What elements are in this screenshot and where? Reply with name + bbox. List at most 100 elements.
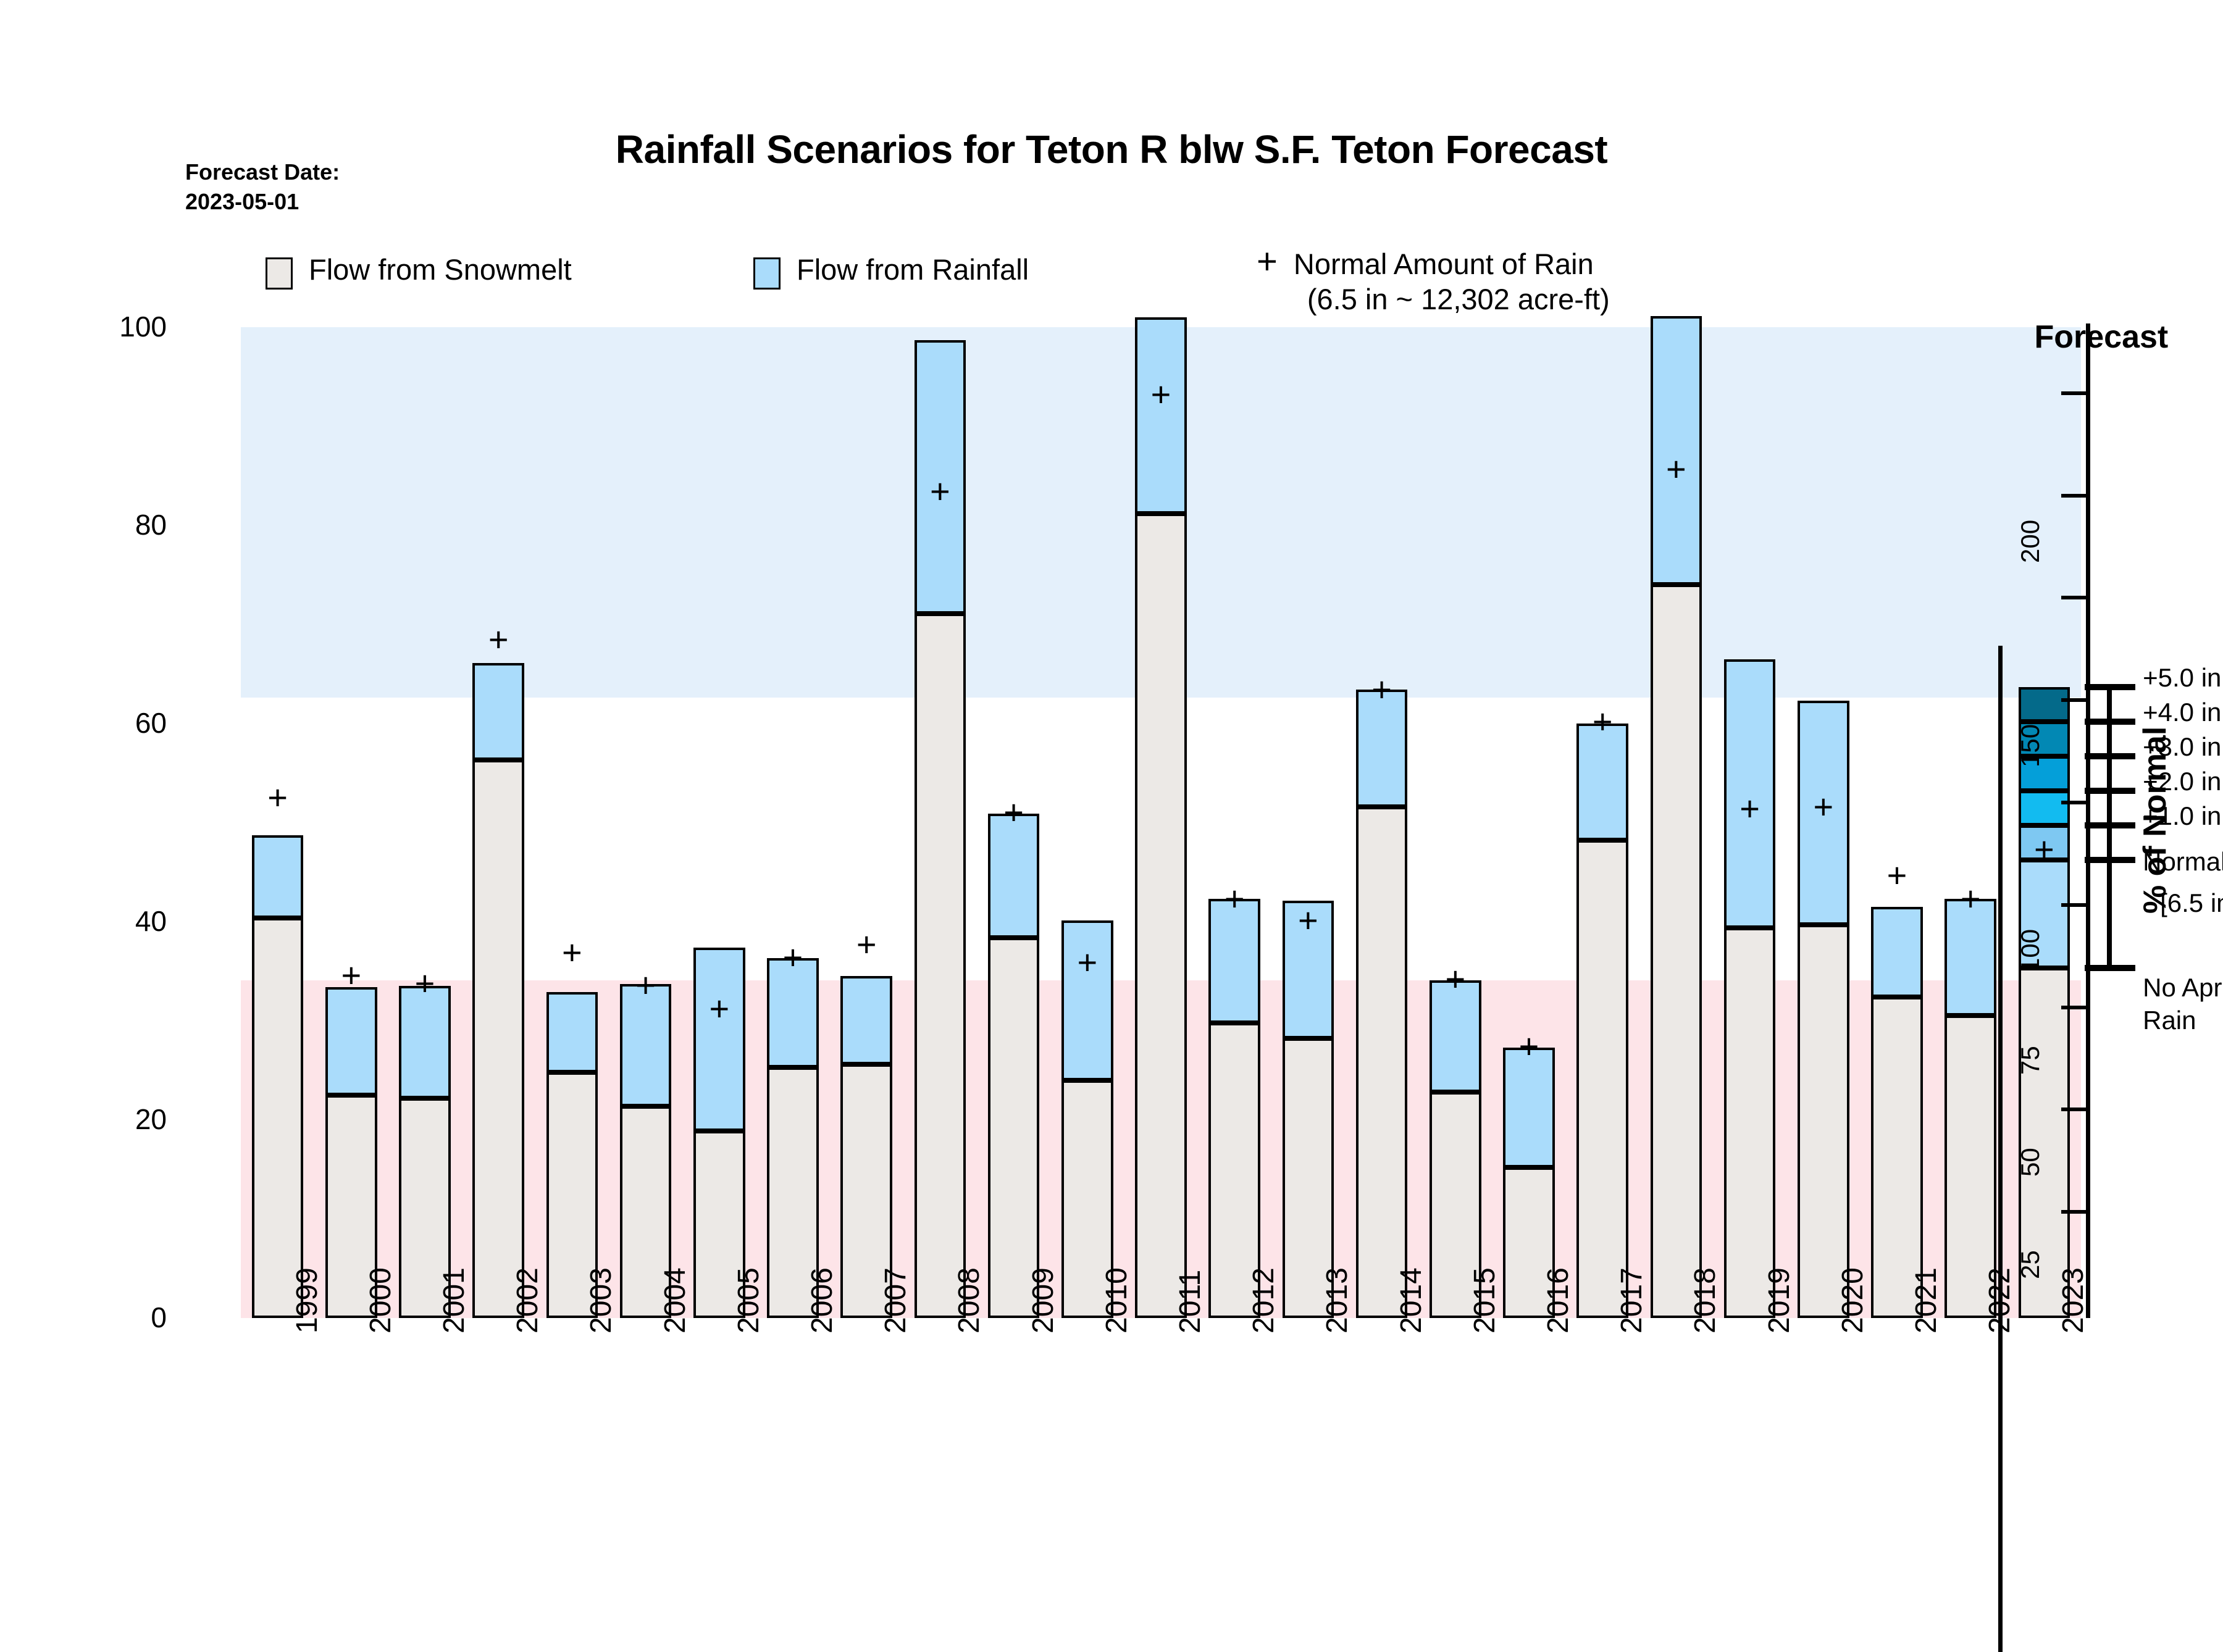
x-axis-label-2023: 2023 bbox=[2057, 1267, 2090, 1333]
normal-rain-marker-2018: + bbox=[1666, 449, 1686, 488]
segment-snowmelt bbox=[1208, 1022, 1260, 1318]
bar-2014[interactable] bbox=[1355, 327, 1408, 1318]
normal-rain-marker-2000: + bbox=[341, 955, 362, 995]
segment-scenario--1-0-in bbox=[2018, 825, 2070, 861]
ladder-label--2-0-in: +2.0 in bbox=[2143, 767, 2222, 796]
x-axis-label-2015: 2015 bbox=[1468, 1267, 1501, 1333]
bar-2019[interactable] bbox=[1723, 327, 1776, 1318]
ladder-tick--2-0-in bbox=[2085, 788, 2136, 795]
segment-rainfall bbox=[251, 835, 304, 918]
bar-2008[interactable] bbox=[914, 327, 966, 1318]
normal-rain-marker-2003: + bbox=[562, 932, 582, 972]
x-axis-label-2018: 2018 bbox=[1689, 1267, 1722, 1333]
segment-snowmelt bbox=[1871, 996, 1923, 1318]
segment-snowmelt bbox=[2018, 968, 2070, 1318]
forecast-label: Forecast bbox=[2034, 319, 2169, 355]
segment-snowmelt bbox=[1282, 1038, 1334, 1318]
x-axis-label-2009: 2009 bbox=[1026, 1267, 1060, 1333]
bar-2001[interactable] bbox=[399, 327, 451, 1318]
segment-rainfall bbox=[1871, 906, 1923, 997]
ladder-tick--5-0-in bbox=[2085, 683, 2136, 690]
right-tick-label-75: 75 bbox=[2016, 1045, 2045, 1075]
x-axis-label-2008: 2008 bbox=[953, 1267, 986, 1333]
x-axis-label-2001: 2001 bbox=[438, 1267, 471, 1333]
legend-label-rainfall: Flow from Rainfall bbox=[797, 253, 1029, 286]
right-tick-label-150: 150 bbox=[2016, 724, 2045, 768]
segment-scenario--3-0-in bbox=[2018, 756, 2070, 791]
normal-rain-marker-2014: + bbox=[1371, 670, 1392, 709]
normal-rain-marker-2007: + bbox=[856, 924, 877, 964]
bar-2009[interactable] bbox=[987, 327, 1040, 1318]
segment-rainfall bbox=[1576, 724, 1628, 841]
right-tick-label-100: 100 bbox=[2016, 928, 2045, 972]
bar-2005[interactable] bbox=[693, 327, 745, 1318]
ladder-label--5-0-in: +5.0 in bbox=[2143, 662, 2222, 692]
forecast-bar-2023[interactable] bbox=[2018, 327, 2070, 1318]
segment-rainfall bbox=[1208, 899, 1260, 1023]
x-axis-label-2000: 2000 bbox=[364, 1267, 397, 1333]
legend-label-normal-rain-line2: (6.5 in ~ 12,302 acre-ft) bbox=[1307, 283, 1610, 316]
ladder-label-normal-rain: Normal Rain bbox=[2143, 847, 2223, 877]
forecast-divider bbox=[1998, 646, 2003, 1652]
ladder-label--1-0-in: +1.0 in bbox=[2143, 801, 2222, 831]
x-axis-label-2019: 2019 bbox=[1762, 1267, 1796, 1333]
bar-2004[interactable] bbox=[619, 327, 672, 1318]
no-rain-line1: No Apr-Jul bbox=[2143, 973, 2223, 1003]
bar-2016[interactable] bbox=[1503, 327, 1555, 1318]
bar-2007[interactable] bbox=[840, 327, 892, 1318]
bar-2017[interactable] bbox=[1576, 327, 1628, 1318]
normal-rain-marker-2010: + bbox=[1077, 942, 1098, 982]
bar-2020[interactable] bbox=[1798, 327, 1849, 1318]
bar-2015[interactable] bbox=[1430, 327, 1481, 1318]
normal-rain-marker-2022: + bbox=[1960, 879, 1981, 919]
segment-rainfall bbox=[399, 986, 451, 1098]
right-tick-175 bbox=[2061, 596, 2086, 600]
bar-1999[interactable] bbox=[251, 327, 304, 1318]
normal-rain-marker-2021: + bbox=[1886, 855, 1907, 895]
chart-root: Rainfall Scenarios for Teton R blw S.F. … bbox=[119, 127, 2223, 1652]
bar-2003[interactable] bbox=[546, 327, 598, 1318]
right-tick-label-50: 50 bbox=[2016, 1148, 2045, 1177]
y-tick-label-60: 60 bbox=[135, 707, 167, 739]
segment-snowmelt bbox=[840, 1064, 892, 1318]
bar-2018[interactable] bbox=[1650, 316, 1702, 1318]
rainfall-swatch-icon bbox=[753, 257, 781, 290]
normal-rain-marker-2009: + bbox=[1003, 793, 1024, 832]
right-tick-75 bbox=[2061, 1005, 2086, 1009]
segment-snowmelt bbox=[693, 1130, 745, 1318]
plot-area: + + + + + + + + + + + + + + + + + + + + + + + + + Forecast +5.0 … bbox=[241, 316, 2223, 1652]
x-axis-label-2010: 2010 bbox=[1100, 1267, 1133, 1333]
bar-2010[interactable] bbox=[1061, 327, 1113, 1318]
bar-2013[interactable] bbox=[1282, 327, 1334, 1318]
segment-rainfall bbox=[840, 976, 892, 1065]
ladder-tick--4-0-in bbox=[2085, 718, 2136, 725]
segment-snowmelt bbox=[619, 1106, 672, 1318]
x-axis-label-2021: 2021 bbox=[1910, 1267, 1943, 1333]
normal-rain-marker-2012: + bbox=[1224, 879, 1245, 919]
bar-2011[interactable] bbox=[1135, 317, 1187, 1318]
y-tick-label-80: 80 bbox=[135, 509, 167, 541]
bar-2002[interactable] bbox=[472, 327, 524, 1318]
right-tick-125 bbox=[2061, 800, 2086, 804]
normal-rain-marker-2008: + bbox=[930, 472, 950, 511]
segment-rainfall bbox=[914, 340, 966, 614]
normal-rain-marker-2002: + bbox=[488, 619, 509, 659]
bar-2006[interactable] bbox=[767, 327, 819, 1318]
segment-snowmelt bbox=[546, 1072, 598, 1318]
bar-2012[interactable] bbox=[1208, 327, 1260, 1318]
bar-2021[interactable] bbox=[1871, 327, 1923, 1318]
legend-label-normal-rain-line1: Normal Amount of Rain bbox=[1293, 248, 1594, 280]
segment-snowmelt bbox=[399, 1098, 451, 1318]
segment-rainfall bbox=[472, 663, 524, 761]
normal-rain-marker-1999: + bbox=[267, 778, 288, 817]
x-axis-label-2022: 2022 bbox=[1983, 1267, 2017, 1333]
segment-rainfall bbox=[619, 984, 672, 1106]
segment-rainfall bbox=[1135, 317, 1187, 514]
segment-rainfall bbox=[1798, 701, 1849, 925]
ladder-tick--1-0-in bbox=[2085, 822, 2136, 829]
bar-2000[interactable] bbox=[325, 327, 377, 1318]
bar-2022[interactable] bbox=[1945, 327, 1996, 1318]
normal-rain-marker-2013: + bbox=[1298, 901, 1318, 940]
right-axis bbox=[2061, 323, 2090, 1318]
right-tick-200 bbox=[2061, 493, 2086, 498]
